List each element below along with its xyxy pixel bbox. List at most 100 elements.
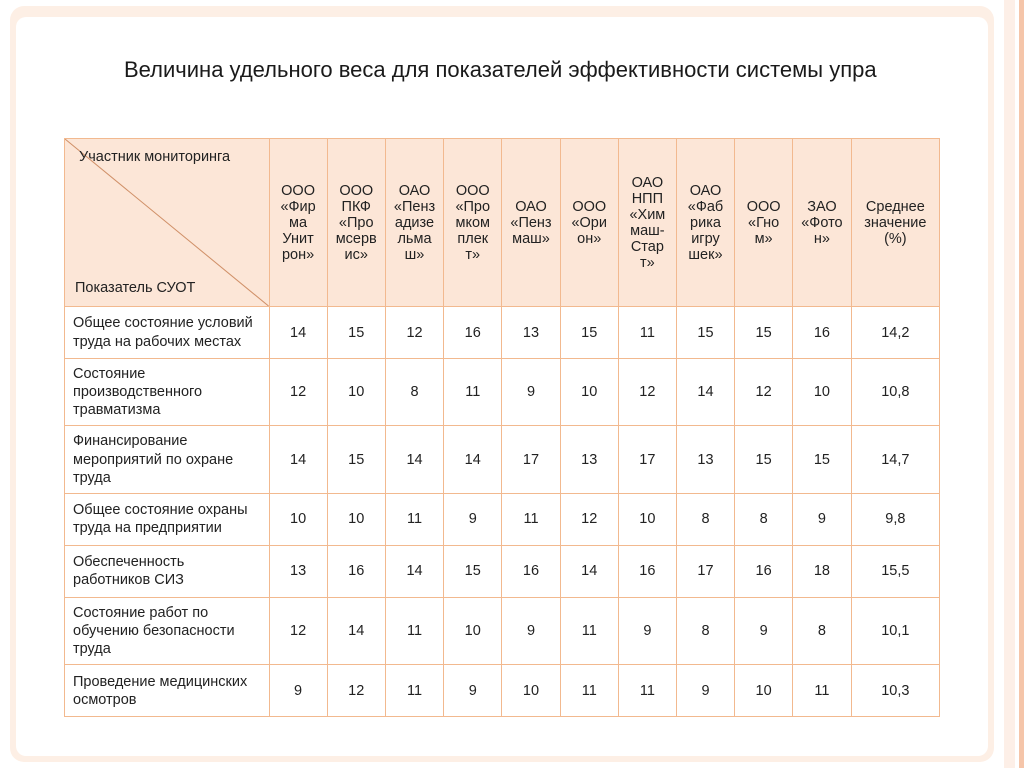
data-cell: 10	[444, 597, 502, 664]
right-accent-bar-light	[1004, 0, 1015, 768]
data-cell: 15	[327, 426, 385, 493]
data-cell: 11	[444, 359, 502, 426]
avg-header: Среднее значение(%)	[851, 139, 939, 307]
page-title: Величина удельного веса для показателей …	[124, 57, 940, 83]
table-row: Обеспеченность работников СИЗ13161415161…	[65, 545, 940, 597]
data-cell: 9	[735, 597, 793, 664]
data-cell: 9	[676, 665, 734, 717]
data-cell: 10	[560, 359, 618, 426]
company-header: ООО«Промкомплект»	[444, 139, 502, 307]
data-cell: 10	[793, 359, 852, 426]
data-cell: 14	[385, 426, 443, 493]
row-label: Общее состояние охраны труда на предприя…	[65, 493, 270, 545]
data-cell: 9	[444, 665, 502, 717]
row-label: Состояние работ по обучению безопасности…	[65, 597, 270, 664]
indicators-table: Участник мониторинга Показатель СУОТ ООО…	[64, 138, 940, 717]
slide-rounded-bg: Величина удельного веса для показателей …	[10, 6, 994, 762]
table-row: Общее состояние условий труда на рабочих…	[65, 307, 940, 359]
data-cell: 14	[327, 597, 385, 664]
row-label: Обеспеченность работников СИЗ	[65, 545, 270, 597]
data-cell: 16	[444, 307, 502, 359]
data-cell: 15	[735, 307, 793, 359]
data-cell: 12	[385, 307, 443, 359]
data-cell: 10	[269, 493, 327, 545]
data-cell: 8	[676, 597, 734, 664]
data-cell: 13	[560, 426, 618, 493]
data-cell: 11	[618, 665, 676, 717]
data-cell: 11	[618, 307, 676, 359]
data-cell: 9	[502, 597, 560, 664]
data-cell: 9	[269, 665, 327, 717]
avg-cell: 15,5	[851, 545, 939, 597]
slide-outer: Величина удельного веса для показателей …	[0, 0, 1004, 768]
company-header: ОАО«Фабрикаигрушек»	[676, 139, 734, 307]
row-label: Проведение медицинских осмотров	[65, 665, 270, 717]
avg-cell: 10,3	[851, 665, 939, 717]
avg-cell: 14,7	[851, 426, 939, 493]
company-header: ОАО«Пензадизельмаш»	[385, 139, 443, 307]
data-cell: 15	[444, 545, 502, 597]
table-row: Проведение медицинских осмотров912119101…	[65, 665, 940, 717]
company-header: ООО«Гном»	[735, 139, 793, 307]
row-label: Финансирование мероприятий по охране тру…	[65, 426, 270, 493]
data-cell: 11	[560, 665, 618, 717]
data-cell: 14	[269, 426, 327, 493]
data-cell: 11	[385, 597, 443, 664]
table-row: Состояние производственного травматизма 1…	[65, 359, 940, 426]
data-cell: 16	[327, 545, 385, 597]
data-cell: 15	[735, 426, 793, 493]
row-label: Общее состояние условий труда на рабочих…	[65, 307, 270, 359]
data-cell: 11	[560, 597, 618, 664]
data-cell: 10	[327, 359, 385, 426]
data-cell: 10	[502, 665, 560, 717]
data-cell: 17	[618, 426, 676, 493]
right-accent-bar-dark	[1019, 0, 1024, 768]
data-cell: 11	[793, 665, 852, 717]
data-cell: 9	[618, 597, 676, 664]
diag-top-label: Участник мониторинга	[79, 149, 230, 165]
company-header: ОАОНПП«Химмаш-Старт»	[618, 139, 676, 307]
row-label: Состояние производственного травматизма	[65, 359, 270, 426]
slide-content: Величина удельного веса для показателей …	[16, 17, 988, 756]
data-cell: 14	[269, 307, 327, 359]
data-cell: 14	[444, 426, 502, 493]
data-cell: 14	[560, 545, 618, 597]
data-cell: 10	[327, 493, 385, 545]
data-cell: 15	[793, 426, 852, 493]
data-cell: 9	[444, 493, 502, 545]
data-cell: 11	[502, 493, 560, 545]
data-cell: 14	[676, 359, 734, 426]
data-cell: 16	[502, 545, 560, 597]
data-cell: 10	[618, 493, 676, 545]
data-cell: 17	[676, 545, 734, 597]
company-header: ООО«Орион»	[560, 139, 618, 307]
diag-bottom-label: Показатель СУОТ	[75, 280, 195, 296]
data-cell: 13	[269, 545, 327, 597]
table-header-row: Участник мониторинга Показатель СУОТ ООО…	[65, 139, 940, 307]
data-cell: 16	[793, 307, 852, 359]
data-cell: 12	[327, 665, 385, 717]
data-cell: 11	[385, 665, 443, 717]
data-cell: 12	[560, 493, 618, 545]
data-cell: 15	[327, 307, 385, 359]
data-cell: 9	[793, 493, 852, 545]
data-cell: 8	[735, 493, 793, 545]
avg-cell: 9,8	[851, 493, 939, 545]
data-cell: 17	[502, 426, 560, 493]
data-cell: 15	[560, 307, 618, 359]
data-cell: 12	[618, 359, 676, 426]
data-cell: 8	[793, 597, 852, 664]
company-header: ООО«ФирмаУнитрон»	[269, 139, 327, 307]
data-cell: 18	[793, 545, 852, 597]
company-header: ОАО«Пензмаш»	[502, 139, 560, 307]
data-cell: 16	[618, 545, 676, 597]
data-cell: 16	[735, 545, 793, 597]
table-row: Общее состояние охраны труда на предприя…	[65, 493, 940, 545]
data-cell: 12	[735, 359, 793, 426]
data-cell: 9	[502, 359, 560, 426]
data-cell: 8	[385, 359, 443, 426]
avg-cell: 10,8	[851, 359, 939, 426]
company-header: ЗАО«Фотон»	[793, 139, 852, 307]
company-header: ОООПКФ«Промсервис»	[327, 139, 385, 307]
table-row: Финансирование мероприятий по охране тру…	[65, 426, 940, 493]
